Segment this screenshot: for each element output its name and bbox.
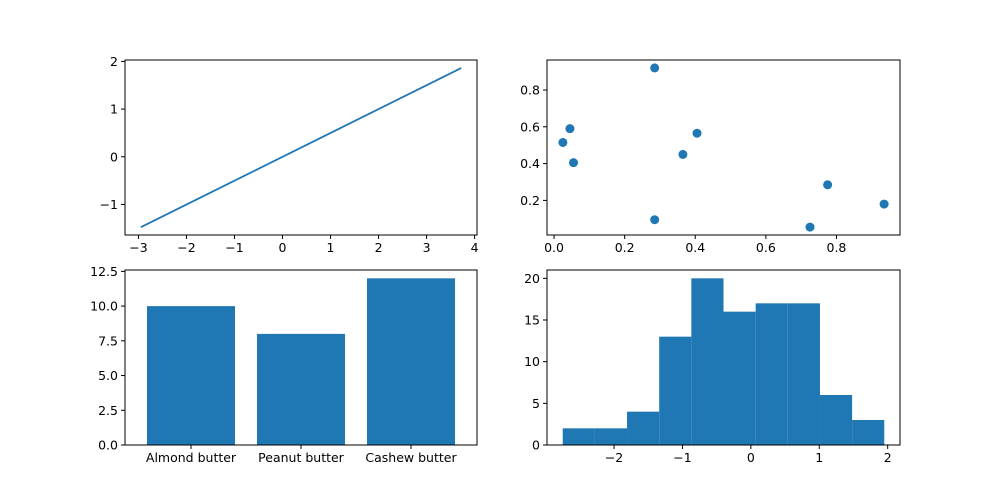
- scatter-point: [678, 149, 688, 159]
- histogram-bin: [691, 278, 724, 445]
- x-tick-label: 0: [279, 240, 287, 255]
- scatter-point: [823, 180, 833, 190]
- x-tick-label: −2: [177, 240, 195, 255]
- x-tick-label: 1: [327, 240, 335, 255]
- histogram-bin: [594, 428, 628, 445]
- x-tick-label: Almond butter: [146, 450, 237, 465]
- scatter-point: [558, 137, 568, 147]
- x-tick-label: 0.6: [756, 240, 776, 255]
- y-tick-label: 0.0: [98, 438, 118, 453]
- scatter-plot-panel: 0.0 0.2 0.4 0.6 0.8 0.2 0.4 0.6 0.8: [520, 59, 901, 255]
- x-tick-label: Peanut butter: [258, 450, 345, 465]
- histogram-bin: [723, 311, 756, 445]
- axes-frame: [124, 59, 478, 236]
- histogram-bin: [787, 303, 820, 445]
- y-tick-label: −1: [100, 197, 118, 212]
- x-tick-label: −3: [129, 240, 147, 255]
- histogram-bin: [819, 395, 853, 445]
- line-series: [140, 67, 462, 228]
- histogram-bin: [852, 420, 885, 445]
- y-tick-label: 15: [524, 313, 540, 328]
- x-tick-label: −1: [225, 240, 243, 255]
- histogram-bin: [562, 428, 595, 445]
- y-tick-label: 0.2: [520, 193, 540, 208]
- y-tick-label: 2: [110, 54, 118, 69]
- y-tick-label: 0.4: [520, 156, 540, 171]
- x-tick-label: 4: [471, 240, 479, 255]
- axes-frame: [546, 59, 901, 236]
- scatter-point: [565, 124, 575, 134]
- x-tick-label: 0.0: [544, 240, 564, 255]
- line-plot-panel: −3 −2 −1 0 1 2 3 4 −1 0 1 2: [100, 54, 479, 255]
- x-tick-label: 2: [375, 240, 383, 255]
- x-tick-label: Cashew butter: [365, 450, 457, 465]
- scatter-point: [879, 199, 889, 209]
- y-tick-label: 0.6: [520, 119, 540, 134]
- y-tick-label: 20: [524, 271, 540, 286]
- bar-chart-panel: Almond butter Peanut butter Cashew butter 0…: [90, 264, 478, 465]
- y-tick-label: 10.0: [90, 299, 118, 314]
- x-tick-label: −2: [605, 450, 623, 465]
- scatter-point: [650, 63, 660, 73]
- x-tick-label: 0.4: [685, 240, 705, 255]
- x-tick-label: −1: [673, 450, 691, 465]
- y-tick-label: 0.8: [520, 82, 540, 97]
- y-tick-label: 5: [532, 396, 540, 411]
- y-tick-label: 10: [524, 354, 540, 369]
- x-tick-label: 3: [423, 240, 431, 255]
- y-tick-label: 0: [532, 438, 540, 453]
- histogram-bin: [659, 336, 692, 445]
- y-tick-label: 0: [110, 149, 118, 164]
- histogram-bin: [627, 411, 660, 445]
- bar: [147, 306, 235, 445]
- y-tick-label: 12.5: [90, 264, 118, 279]
- x-tick-label: 0.2: [615, 240, 635, 255]
- axes-frame: [546, 269, 901, 446]
- scatter-point: [805, 222, 815, 232]
- y-tick-label: 7.5: [98, 333, 118, 348]
- scatter-point: [568, 158, 578, 168]
- x-tick-label: 0: [747, 450, 755, 465]
- scatter-point: [692, 128, 702, 138]
- scatter-point: [650, 215, 660, 225]
- histogram-bin: [755, 303, 788, 445]
- bar: [367, 278, 455, 445]
- x-tick-label: 0.8: [827, 240, 847, 255]
- bar: [257, 333, 345, 445]
- y-tick-label: 2.5: [98, 403, 118, 418]
- y-tick-label: 5.0: [98, 368, 118, 383]
- x-tick-label: 1: [815, 450, 823, 465]
- x-tick-label: 2: [884, 450, 892, 465]
- y-tick-label: 1: [110, 102, 118, 117]
